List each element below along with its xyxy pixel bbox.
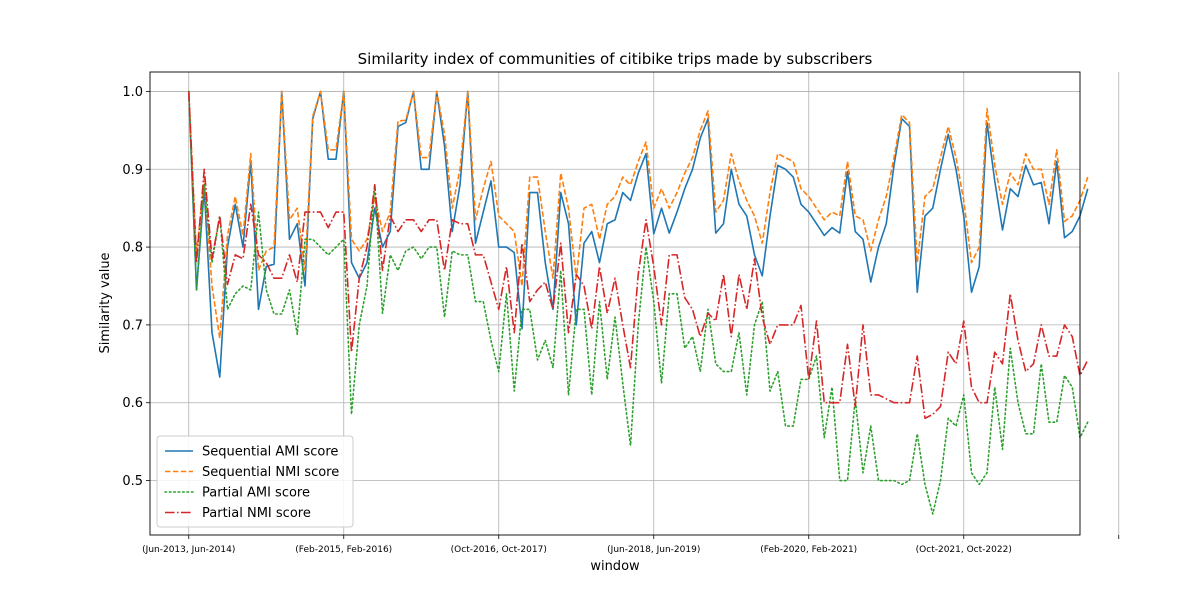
x-tick-label: (Feb-2015, Feb-2016) [295, 545, 392, 555]
axes-frame [149, 71, 1081, 536]
x-tick-label: (Feb-2020, Feb-2021) [760, 545, 857, 555]
y-tick-label: 1.0 [122, 85, 143, 100]
series-line-3 [187, 90, 1089, 515]
legend-entry-label: Partial AMI score [202, 486, 310, 501]
x-tick-label: (Jun-2018, Jun-2019) [607, 545, 700, 555]
legend-entry-label: Partial NMI score [202, 506, 311, 521]
y-tick-label: 0.7 [122, 318, 143, 333]
chart-title: Similarity index of communities of citib… [358, 50, 873, 68]
y-axis-label: Similarity value [98, 252, 113, 353]
y-tick-label: 0.9 [122, 163, 143, 178]
x-tick-label: (Oct-2021, Oct-2022) [916, 545, 1012, 555]
x-tick-label: (Oct-2016, Oct-2017) [451, 545, 547, 555]
y-tick-label: 0.6 [122, 396, 143, 411]
series-line-4 [187, 91, 1089, 420]
legend: Sequential AMI score Sequential NMI score… [156, 435, 354, 528]
legend-box [156, 435, 354, 528]
y-tick-label: 0.8 [122, 241, 143, 256]
legend-entry-label: Sequential AMI score [202, 445, 338, 460]
y-tick-label: 0.5 [122, 474, 143, 489]
x-tick-label: (Jun-2013, Jun-2014) [142, 545, 235, 555]
legend-entry-label: Sequential NMI score [202, 465, 339, 480]
series-line-2 [187, 90, 1089, 339]
plot-area: (Jun-2013, Jun-2014) (Feb-2015, Feb-2016)… [122, 71, 1120, 555]
x-axis-label: window [590, 559, 640, 574]
series-line-1 [187, 90, 1089, 378]
